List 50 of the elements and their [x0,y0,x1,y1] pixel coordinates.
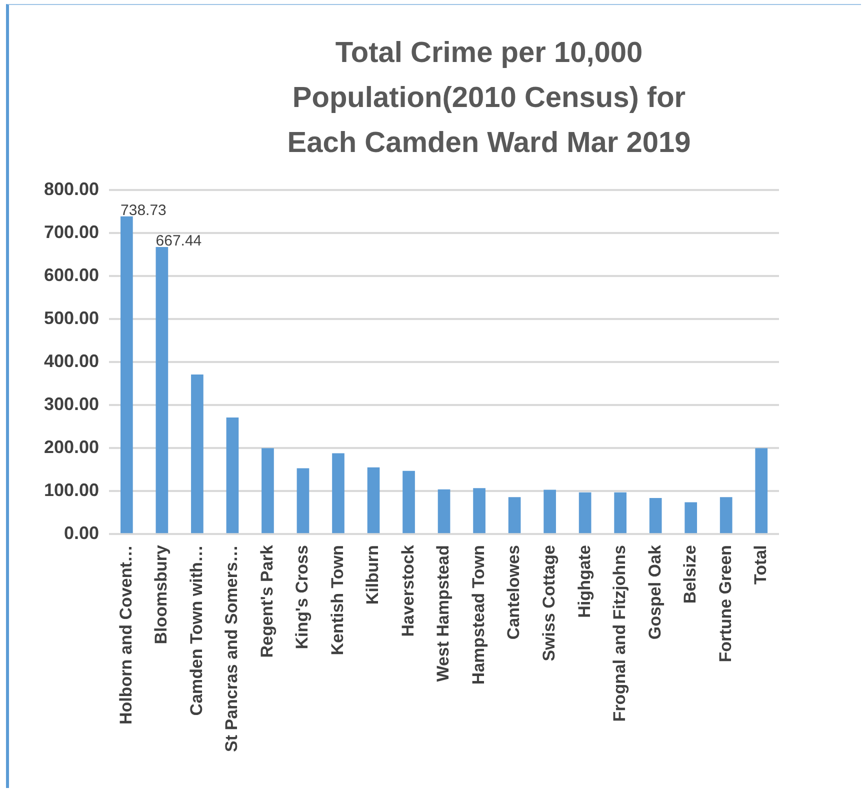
y-tick-label: 500.00 [44,308,100,328]
x-tick-label: Hampstead Town [468,545,488,685]
bar [438,489,450,534]
x-tick-label: Gospel Oak [645,544,664,640]
y-tick-label: 600.00 [44,264,100,285]
chart-title: Total Crime per 10,000 Population(2010 Census) for Each Camden Ward Mar 2019 [286,36,692,161]
x-tick-label: Cantelowes [504,545,524,640]
bar [226,418,239,534]
bar [191,374,204,534]
x-tick-label: Camden Town with… [186,545,206,716]
bar [720,497,732,534]
y-tick-label: 400.00 [44,351,100,372]
y-tick-label: 200.00 [44,437,100,458]
y-tick-label: 100.00 [44,480,100,500]
bar [120,216,133,534]
data-label: 667.44 [156,232,202,250]
bar [649,498,662,534]
bar [156,247,168,534]
bar [296,468,310,534]
y-tick-label: 300.00 [44,394,100,414]
x-tick-label: St Pancras and Somers… [222,545,242,752]
bar [614,492,626,534]
x-tick-label: Swiss Cottage [539,545,558,662]
y-tick-label: 0.00 [64,523,100,544]
bar [402,470,415,534]
bar [755,448,768,534]
bar [262,448,274,534]
x-tick-label: Total [751,545,770,584]
x-tick-label: Bloomsbury [152,544,171,644]
bar [473,488,486,534]
x-tick-label: Holborn and Covent… [116,545,136,725]
x-tick-label: Fortune Green [716,545,735,662]
bar [544,490,556,534]
x-tick-label: Kentish Town [328,545,347,656]
x-tick-label: Regent's Park [257,544,276,658]
x-tick-label: Haverstock [398,544,418,637]
bar [684,502,698,534]
x-tick-label: West Hampstead [434,545,453,682]
x-tick-label: Kilburn [363,545,382,605]
bar [332,453,344,534]
x-tick-label: Frognal and Fitzjohns [610,545,630,722]
y-tick-label: 700.00 [44,222,100,242]
bar [367,467,380,534]
bar [508,497,521,534]
x-tick-label: King's Cross [292,545,312,650]
data-label: 738.73 [120,202,166,219]
bar [578,492,592,534]
x-tick-label: Belsize [680,545,700,604]
y-tick-label: 800.00 [44,178,100,199]
x-tick-label: Highgate [574,545,594,618]
